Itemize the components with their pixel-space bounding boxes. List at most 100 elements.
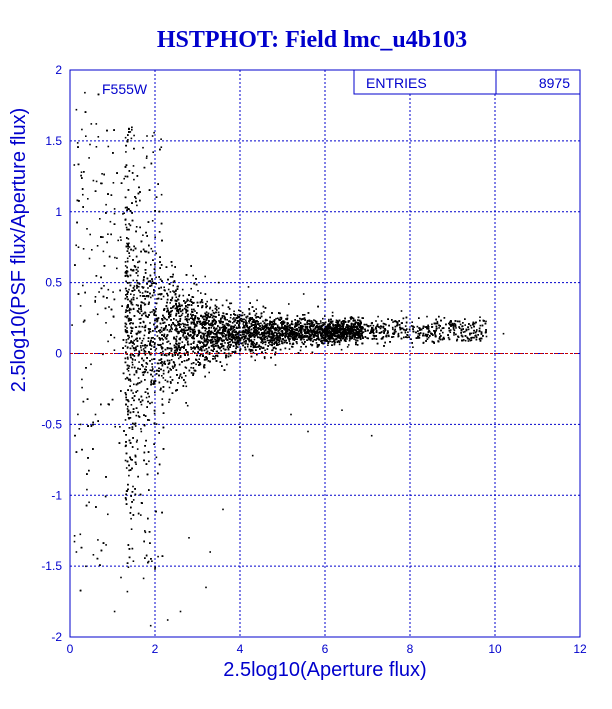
data-point [154,236,156,238]
data-point [255,312,258,315]
data-point [126,257,129,260]
data-point [200,331,202,334]
data-point [247,286,250,288]
data-point [465,328,468,331]
data-point [119,426,121,428]
data-point [128,474,130,477]
data-point [150,380,152,383]
data-point [213,327,215,330]
data-point [315,342,318,344]
data-point [127,320,130,322]
data-point [267,323,269,325]
data-point [327,344,329,346]
data-point [124,261,127,263]
data-point [133,134,135,137]
data-point [173,362,176,364]
data-point [176,349,178,352]
data-point [192,296,195,298]
data-point [373,332,375,334]
data-point [208,316,210,319]
data-point [193,333,195,336]
data-point [142,365,144,368]
data-point [205,311,208,313]
data-point [198,358,200,360]
data-point [229,316,232,319]
data-point [88,257,91,260]
data-point [270,338,272,340]
data-point [71,324,73,326]
data-point [154,349,157,351]
data-point [126,408,129,410]
data-point [120,239,122,241]
data-point [126,590,129,593]
data-point [372,324,375,327]
data-point [228,324,231,326]
data-point [376,323,379,326]
data-point [131,361,134,364]
data-point [82,248,85,250]
data-point [150,296,152,299]
data-point [248,322,251,324]
data-point [153,131,155,134]
data-point [128,246,131,248]
data-point [301,326,304,329]
data-point [322,336,325,338]
data-point [324,323,326,326]
data-point [131,345,134,347]
data-point [196,344,199,346]
data-point [327,330,330,333]
data-point [131,363,134,366]
data-point [340,348,343,351]
data-point [286,323,288,326]
data-point [225,338,227,340]
data-point [355,334,357,336]
data-point [369,324,372,327]
data-point [320,322,322,324]
data-point [229,341,231,343]
data-point [360,330,363,332]
data-point [157,293,160,296]
data-point [96,313,99,316]
data-point [160,326,163,329]
data-point [155,456,158,459]
data-point [327,327,329,329]
data-point [142,348,145,350]
data-point [187,359,190,361]
data-point [270,328,272,330]
data-point [322,339,324,342]
data-point [241,314,244,317]
data-point [247,335,250,337]
data-point [259,333,262,336]
data-point [267,326,270,329]
data-point [148,460,150,463]
data-point [187,354,189,356]
data-point [107,288,110,291]
data-point [88,157,90,159]
data-point [397,333,400,336]
data-point [463,339,465,341]
data-point [135,463,137,465]
data-point [144,311,146,314]
data-point [218,326,221,329]
data-point [236,332,238,334]
data-point [108,306,110,308]
data-point [195,363,197,366]
data-point [347,320,350,322]
data-point [151,366,154,368]
data-point [410,338,412,340]
data-point [170,330,173,333]
data-point [254,335,257,337]
data-point [135,226,138,228]
data-point [353,338,355,340]
data-point [144,303,147,306]
data-point [281,331,283,334]
data-point [139,295,142,297]
data-point [266,327,268,330]
data-point [128,373,131,376]
data-point [313,338,315,341]
data-point [441,327,444,330]
data-point [164,379,167,381]
data-point [105,203,107,206]
data-point [427,336,430,339]
data-point [458,327,461,329]
